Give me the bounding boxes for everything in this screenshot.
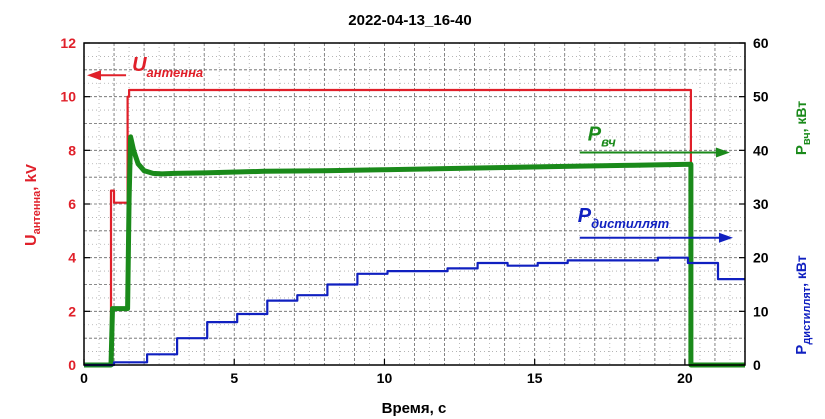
right-tick-label: 60: [753, 35, 769, 51]
left-axis-ticks: 0 2 4 6 8 10 12: [60, 35, 90, 373]
y-left-label-suffix: , kV: [23, 164, 40, 191]
y-right-label1-main: P: [793, 145, 810, 155]
x-axis-ticks: 0 5 10 15 20: [80, 359, 693, 386]
annotation-sub: антенна: [147, 65, 204, 80]
x-tick-label: 0: [80, 370, 88, 386]
annotation-main: P: [578, 205, 592, 227]
right-tick-label: 10: [753, 303, 769, 319]
left-tick-label: 2: [68, 303, 76, 319]
series-line-2: [84, 256, 745, 367]
right-tick-label: 20: [753, 250, 769, 266]
left-tick-label: 10: [60, 89, 76, 105]
x-tick-label: 10: [377, 370, 393, 386]
y-left-axis-label: Uантенна, kV: [23, 164, 43, 246]
annotation-arrow-head: [715, 147, 730, 158]
right-tick-label: 30: [753, 196, 769, 212]
right-tick-label: 40: [753, 142, 769, 158]
annotation-label-u: Uантенна: [132, 54, 203, 80]
left-tick-label: 0: [68, 357, 76, 373]
y-right-axis-label-pvch: Pвч, кВт: [793, 101, 813, 155]
y-right-axis-label-pdist: Pдистиллят, кВт: [793, 255, 813, 355]
left-tick-label: 4: [68, 250, 76, 266]
annotation-main: P: [588, 123, 602, 145]
annotation-label-pvch: Pвч: [588, 123, 617, 149]
series-layer: [84, 88, 745, 368]
y-right-label1-suffix: , кВт: [793, 101, 809, 133]
series-line-1: [84, 134, 745, 368]
left-tick-label: 6: [68, 196, 76, 212]
x-tick-label: 20: [677, 370, 693, 386]
annotation-main: U: [132, 54, 147, 76]
y-right-label1-sub: вч: [801, 132, 813, 145]
y-right-label2-suffix: , кВт: [793, 255, 809, 287]
left-tick-label: 12: [60, 35, 76, 51]
series-line-0: [84, 88, 745, 367]
y-left-label-main: U: [23, 234, 40, 246]
grid: [84, 43, 745, 365]
x-axis-label: Время, с: [382, 400, 447, 417]
annotation-sub: вч: [601, 134, 616, 149]
chart-title: 2022-04-13_16-40: [348, 12, 471, 29]
y-right-label2-main: P: [793, 345, 810, 355]
annotation-arrow-head: [87, 70, 102, 81]
right-tick-label: 50: [753, 89, 769, 105]
x-tick-label: 15: [527, 370, 543, 386]
left-tick-label: 8: [68, 142, 76, 158]
annotation-arrow-head: [718, 232, 733, 243]
annotation-sub: дистиллят: [591, 216, 670, 231]
right-axis-ticks: 0 10 20 30 40 50 60: [739, 35, 769, 373]
y-left-label-sub: антенна: [31, 190, 43, 235]
y-right-label2-sub: дистиллят: [801, 286, 813, 344]
x-tick-label: 5: [230, 370, 238, 386]
right-tick-label: 0: [753, 357, 761, 373]
annotation-label-pdist: Pдистиллят: [578, 205, 670, 231]
